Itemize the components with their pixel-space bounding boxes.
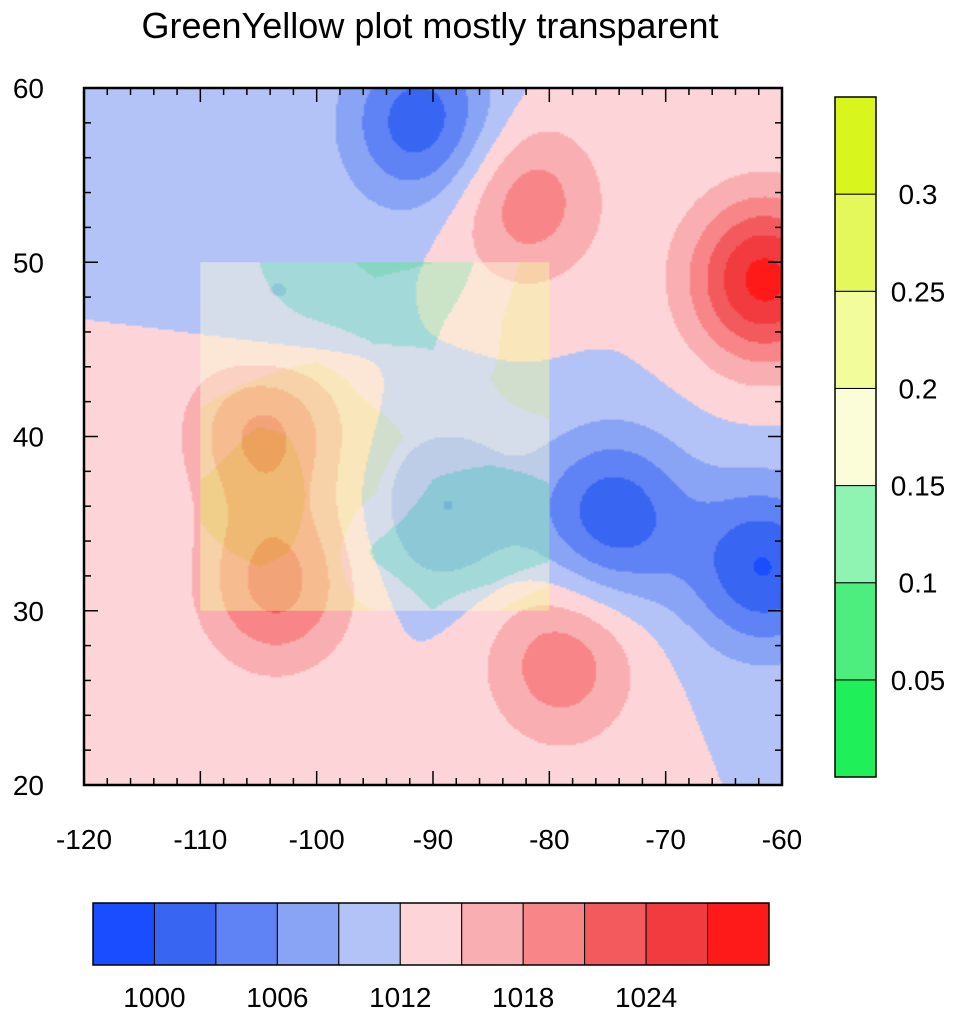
overlay-colorbar: 0.05 0.1 0.15 0.2 0.25 0.3 [834,96,946,778]
x-axis-labels: -120 -110 -100 -90 -80 -70 -60 [56,824,802,855]
colorbar-swatch [834,193,877,292]
colorbar-label: 1012 [369,982,431,1013]
axis-ticks [83,87,783,786]
colorbar-swatch [92,902,155,966]
y-tick-label: 50 [13,247,44,278]
colorbar-swatch [276,902,340,966]
y-tick-label: 40 [13,422,44,453]
colorbar-frame [834,96,877,778]
colorbar-swatch [153,902,217,966]
colorbar-swatch [834,96,877,195]
colorbar-swatch [338,902,401,966]
y-tick-label: 20 [13,770,44,801]
overlay-field [200,262,550,611]
colorbar-swatch [707,902,770,966]
colorbar-swatch [834,387,877,487]
colorbar-swatch [834,582,877,681]
colorbar-label: 0.15 [891,471,946,502]
colorbar-label: 1024 [615,982,677,1013]
colorbar-swatch [215,902,278,966]
colorbar-swatch [834,485,877,584]
colorbar-swatch [399,902,463,966]
colorbar-swatch [645,902,709,966]
colorbar-label: 0.1 [899,568,938,599]
colorbar-label: 0.2 [899,373,938,404]
colorbar-label: 0.05 [891,665,946,696]
colorbar-swatch [584,902,647,966]
y-axis-labels: 20 30 40 50 60 [13,73,44,801]
colorbar-frame [92,902,770,966]
colorbar-swatch [522,902,586,966]
x-tick-label: -60 [762,824,802,855]
colorbar-swatch [461,902,524,966]
plot-area [82,86,784,787]
y-tick-label: 60 [13,73,44,104]
x-tick-label: -70 [645,824,685,855]
pressure-colorbar: 1000 1006 1012 1018 1024 [92,902,770,1013]
colorbar-label: 1000 [123,982,185,1013]
chart-title: GreenYellow plot mostly transparent [142,5,719,46]
colorbar-label: 0.25 [891,276,946,307]
x-tick-label: -110 [173,824,227,855]
x-tick-label: -80 [529,824,569,855]
colorbar-swatch [834,290,877,389]
x-tick-label: -100 [289,824,345,855]
colorbar-label: 0.3 [899,179,938,210]
x-tick-label: -90 [413,824,453,855]
colorbar-swatch [834,679,877,778]
y-tick-label: 30 [13,596,44,627]
x-tick-label: -120 [56,824,112,855]
colorbar-label: 1006 [246,982,308,1013]
colorbar-label: 1018 [492,982,554,1013]
